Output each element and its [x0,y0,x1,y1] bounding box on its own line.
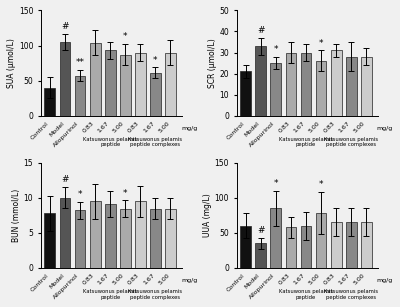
Text: mg/g: mg/g [377,278,393,283]
Bar [286,52,296,116]
Bar [331,50,342,116]
Bar [75,210,86,268]
Bar [150,73,161,116]
Text: *: * [274,45,278,54]
Bar [286,227,296,268]
Bar [150,209,161,268]
Text: Katsuwonus pelamis
peptide: Katsuwonus pelamis peptide [279,289,333,300]
Text: **: ** [76,58,84,68]
Bar [270,208,281,268]
Y-axis label: SUA (µmol/L): SUA (µmol/L) [7,38,16,88]
Bar [300,52,312,116]
Text: Katsuwonus pelamis
peptide: Katsuwonus pelamis peptide [279,137,333,147]
Bar [240,72,251,116]
Bar [60,42,70,116]
Bar [361,57,372,116]
Bar [300,226,312,268]
Y-axis label: UUA (mg/L): UUA (mg/L) [203,193,212,237]
Text: Katsuwonus pelamis
peptide complexes: Katsuwonus pelamis peptide complexes [128,137,182,147]
Bar [44,87,55,116]
Bar [270,63,281,116]
Text: *: * [274,179,278,188]
Y-axis label: SCR (µmol/L): SCR (µmol/L) [208,38,216,88]
Bar [44,213,55,268]
Bar [346,57,357,116]
Text: Katsuwonus pelamis
peptide complexes: Katsuwonus pelamis peptide complexes [324,289,378,300]
Bar [255,46,266,116]
Text: Katsuwonus pelamis
peptide complexes: Katsuwonus pelamis peptide complexes [324,137,378,147]
Bar [316,213,326,268]
Bar [165,209,176,268]
Text: #: # [61,176,69,185]
Bar [90,201,100,268]
Text: *: * [319,39,323,48]
Bar [135,201,146,268]
Bar [255,243,266,268]
Text: *: * [123,189,128,198]
Bar [105,50,116,116]
Text: #: # [257,26,264,35]
Text: mg/g: mg/g [181,278,197,283]
Bar [240,226,251,268]
Text: mg/g: mg/g [377,126,393,131]
Text: Katsuwonus pelamis
peptide: Katsuwonus pelamis peptide [83,137,137,147]
Y-axis label: BUN (mmol/L): BUN (mmol/L) [12,188,21,242]
Bar [316,61,326,116]
Bar [346,222,357,268]
Bar [331,222,342,268]
Bar [165,52,176,116]
Bar [120,209,131,268]
Text: *: * [123,33,128,41]
Bar [361,222,372,268]
Bar [90,43,100,116]
Bar [75,76,86,116]
Text: Katsuwonus pelamis
peptide complexes: Katsuwonus pelamis peptide complexes [128,289,182,300]
Bar [120,55,131,116]
Text: #: # [257,226,264,235]
Bar [60,198,70,268]
Text: *: * [319,181,323,189]
Bar [105,204,116,268]
Text: Katsuwonus pelamis
peptide: Katsuwonus pelamis peptide [83,289,137,300]
Text: *: * [153,56,158,65]
Bar [135,52,146,116]
Text: mg/g: mg/g [181,126,197,131]
Text: *: * [78,190,82,199]
Text: #: # [61,22,69,31]
